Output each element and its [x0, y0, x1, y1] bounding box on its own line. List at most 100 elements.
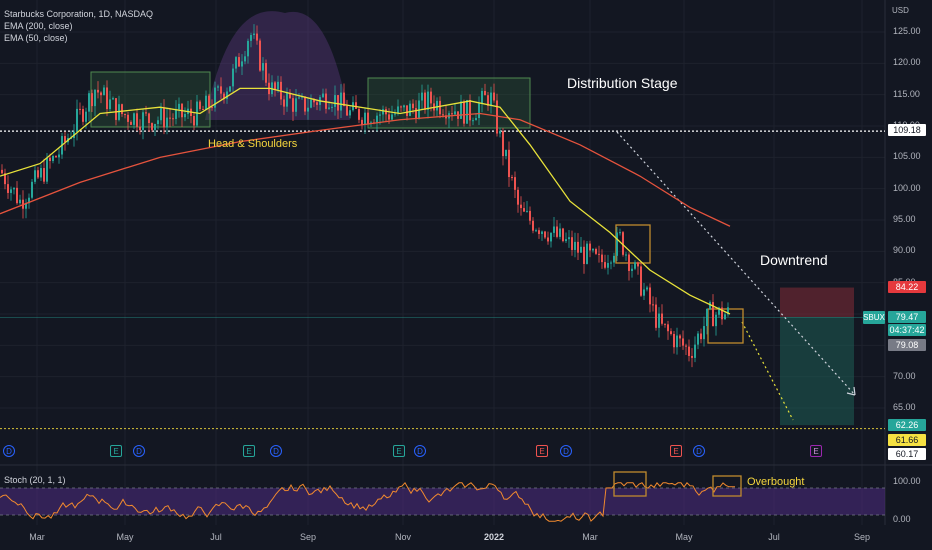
chart-legend: Starbucks Corporation, 1D, NASDAQ EMA (2… [4, 8, 153, 44]
candle-body [613, 255, 615, 263]
candle-body [508, 149, 510, 178]
time-tick-label: May [116, 532, 134, 542]
candle-body [292, 98, 294, 112]
candle-body [172, 118, 174, 120]
dividend-event-icon[interactable]: D [270, 445, 282, 457]
candle-body [559, 228, 561, 237]
candle-body [346, 106, 348, 116]
candle-body [517, 189, 519, 205]
earnings-event-icon[interactable]: E [243, 445, 255, 457]
candle-body [667, 324, 669, 332]
candle-body [490, 92, 492, 106]
candle-body [619, 232, 621, 234]
earnings-event-icon[interactable]: E [810, 445, 822, 457]
earnings-event-icon[interactable]: E [393, 445, 405, 457]
candle-body [709, 302, 711, 309]
candle-body [55, 156, 57, 158]
candle-body [253, 33, 255, 36]
candle-body [232, 68, 234, 87]
candle-body [211, 106, 213, 108]
candle-body [565, 239, 567, 242]
prev-close-tag: 79.08 [888, 339, 926, 351]
candle-body [130, 121, 132, 125]
candle-body [652, 304, 654, 306]
candle-body [250, 35, 252, 41]
candle-body [310, 99, 312, 108]
candle-body [469, 100, 471, 121]
earnings-event-icon[interactable]: E [536, 445, 548, 457]
candle-body [445, 115, 447, 119]
time-tick-label: Jul [768, 532, 780, 542]
candle-body [442, 114, 444, 116]
dividend-event-icon[interactable]: D [414, 445, 426, 457]
candle-body [496, 100, 498, 134]
stoch-line [0, 481, 735, 522]
head-shoulders-label: Head & Shoulders [208, 138, 298, 150]
candle-body [142, 112, 144, 130]
candle-body [328, 107, 330, 109]
candle-body [703, 326, 705, 340]
neckline-price-tag: 109.18 [888, 124, 926, 136]
ema200-line [0, 112, 731, 227]
candle-body [568, 237, 570, 240]
dividend-event-icon[interactable]: D [693, 445, 705, 457]
candle-body [283, 99, 285, 107]
candle-body [223, 93, 225, 99]
earnings-event-icon[interactable]: E [670, 445, 682, 457]
candle-body [199, 101, 201, 110]
candle-body [439, 100, 441, 115]
price-tick-label: 105.00 [893, 151, 921, 162]
candle-body [256, 33, 258, 41]
candle-body [334, 95, 336, 107]
time-tick-label: Nov [394, 532, 412, 542]
candle-body [25, 203, 27, 209]
candle-body [391, 114, 393, 120]
candle-body [34, 170, 36, 182]
candle-body [88, 93, 90, 112]
dividend-event-icon[interactable]: D [3, 445, 15, 457]
candle-body [412, 103, 414, 109]
price-tick-label: 95.00 [893, 214, 916, 224]
stop-price-tag: 84.22 [888, 281, 926, 293]
candle-body [193, 115, 195, 126]
candle-body [154, 124, 156, 130]
candle-body [574, 241, 576, 250]
candle-body [247, 40, 249, 57]
candle-body [241, 61, 243, 67]
time-tick-label: Mar [29, 532, 45, 542]
time-tick-label: 2022 [483, 532, 505, 542]
candle-body [604, 262, 606, 268]
candle-body [706, 308, 708, 327]
dividend-event-icon[interactable]: D [560, 445, 572, 457]
candle-body [430, 91, 432, 104]
candle-body [634, 262, 636, 269]
time-tick-label: May [675, 532, 693, 542]
ema50-line [0, 87, 731, 315]
candle-body [676, 335, 678, 348]
candle-body [238, 57, 240, 67]
candle-body [622, 232, 624, 255]
candle-body [214, 87, 216, 108]
dividend-event-icon[interactable]: D [133, 445, 145, 457]
candle-body [226, 91, 228, 99]
candle-body [208, 95, 210, 107]
candle-body [592, 248, 594, 251]
stoch-tick-label: 100.00 [893, 476, 921, 486]
candle-body [586, 243, 588, 264]
candle-body [304, 96, 306, 112]
earnings-event-icon[interactable]: E [110, 445, 122, 457]
candle-body [91, 93, 93, 107]
time-tick-label: Mar [582, 532, 598, 542]
candle-body [541, 231, 543, 234]
candle-body [421, 92, 423, 101]
candle-body [364, 112, 366, 125]
price-tick-label: 115.00 [893, 88, 920, 99]
candle-body [10, 189, 12, 193]
candle-body [460, 101, 462, 119]
candle-body [424, 92, 426, 110]
candle-body [94, 89, 96, 107]
downtrend-label: Downtrend [760, 252, 828, 268]
candle-body [58, 154, 60, 158]
candle-body [31, 181, 33, 198]
